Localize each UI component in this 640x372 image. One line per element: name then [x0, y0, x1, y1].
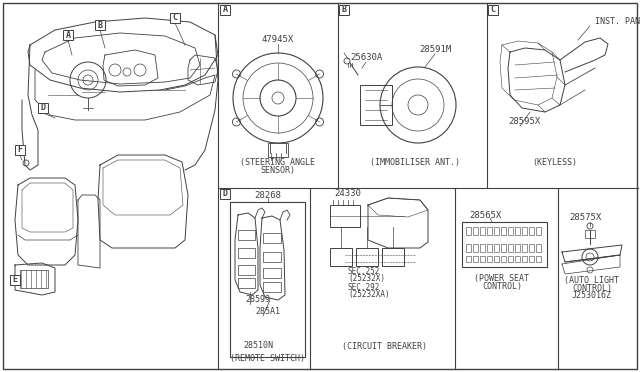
- Bar: [508, 256, 513, 262]
- Text: B: B: [342, 6, 346, 15]
- Bar: [220, 5, 230, 15]
- Bar: [238, 248, 255, 258]
- Bar: [360, 85, 392, 125]
- Bar: [522, 244, 527, 252]
- Text: 28591M: 28591M: [419, 45, 451, 55]
- Bar: [330, 248, 352, 266]
- Text: SEC.292: SEC.292: [348, 282, 380, 292]
- Bar: [238, 230, 255, 240]
- Bar: [466, 244, 471, 252]
- Bar: [462, 222, 547, 267]
- Text: C: C: [173, 13, 177, 22]
- Bar: [473, 227, 478, 235]
- Bar: [536, 256, 541, 262]
- Bar: [494, 256, 499, 262]
- Bar: [339, 5, 349, 15]
- Text: 28575X: 28575X: [569, 214, 601, 222]
- Text: 28510N: 28510N: [243, 340, 273, 350]
- Bar: [95, 20, 105, 30]
- Text: 28565X: 28565X: [469, 211, 501, 219]
- Text: (25232X): (25232X): [348, 275, 385, 283]
- Bar: [536, 244, 541, 252]
- Text: (CIRCUIT BREAKER): (CIRCUIT BREAKER): [342, 341, 428, 350]
- Bar: [330, 205, 360, 227]
- Text: (STEERING ANGLE: (STEERING ANGLE: [241, 157, 316, 167]
- Text: (REMOTE SWITCH): (REMOTE SWITCH): [230, 353, 305, 362]
- Text: CONTROL): CONTROL): [572, 283, 612, 292]
- Bar: [10, 275, 20, 285]
- Bar: [263, 233, 281, 243]
- Bar: [263, 268, 281, 278]
- Bar: [63, 30, 73, 40]
- Bar: [501, 244, 506, 252]
- Text: 24330: 24330: [335, 189, 362, 198]
- Bar: [473, 244, 478, 252]
- Bar: [508, 227, 513, 235]
- Bar: [480, 227, 485, 235]
- Text: SEC.252: SEC.252: [348, 267, 380, 276]
- Bar: [501, 256, 506, 262]
- Text: 28599: 28599: [245, 295, 270, 305]
- Text: E: E: [13, 276, 17, 285]
- Bar: [488, 5, 498, 15]
- Bar: [487, 227, 492, 235]
- Text: (25232XA): (25232XA): [348, 289, 390, 298]
- Text: 285A1: 285A1: [255, 308, 280, 317]
- Text: (POWER SEAT: (POWER SEAT: [474, 273, 529, 282]
- Text: (KEYLESS): (KEYLESS): [532, 157, 577, 167]
- Bar: [529, 256, 534, 262]
- Bar: [238, 278, 255, 288]
- Bar: [494, 244, 499, 252]
- Text: F: F: [17, 145, 22, 154]
- Bar: [15, 145, 25, 155]
- Bar: [220, 189, 230, 199]
- Text: 28268: 28268: [255, 190, 282, 199]
- Bar: [585, 230, 595, 238]
- Text: 28595X: 28595X: [508, 118, 540, 126]
- Bar: [522, 227, 527, 235]
- Bar: [494, 227, 499, 235]
- Text: 25630A: 25630A: [350, 54, 382, 62]
- Text: 47945X: 47945X: [262, 35, 294, 45]
- Bar: [230, 202, 305, 357]
- Bar: [536, 227, 541, 235]
- Bar: [529, 227, 534, 235]
- Bar: [501, 227, 506, 235]
- Bar: [487, 256, 492, 262]
- Bar: [38, 103, 48, 113]
- Text: D: D: [223, 189, 227, 199]
- Text: A: A: [223, 6, 227, 15]
- Bar: [20, 270, 48, 288]
- Bar: [170, 13, 180, 23]
- Bar: [263, 252, 281, 262]
- Text: (IMMOBILISER ANT.): (IMMOBILISER ANT.): [370, 157, 460, 167]
- Bar: [487, 244, 492, 252]
- Bar: [480, 256, 485, 262]
- Text: A: A: [65, 31, 70, 39]
- Text: D: D: [40, 103, 45, 112]
- Text: CONTROL): CONTROL): [482, 282, 522, 291]
- Bar: [515, 256, 520, 262]
- Bar: [529, 244, 534, 252]
- Bar: [382, 248, 404, 266]
- Bar: [466, 227, 471, 235]
- Bar: [238, 265, 255, 275]
- Text: B: B: [97, 20, 102, 29]
- Bar: [473, 256, 478, 262]
- Bar: [356, 248, 378, 266]
- Bar: [263, 282, 281, 292]
- Bar: [515, 227, 520, 235]
- Bar: [466, 256, 471, 262]
- Text: INST. PANEL: INST. PANEL: [595, 17, 640, 26]
- Bar: [268, 143, 288, 157]
- Bar: [522, 256, 527, 262]
- Text: C: C: [490, 6, 495, 15]
- Bar: [508, 244, 513, 252]
- Bar: [515, 244, 520, 252]
- Bar: [480, 244, 485, 252]
- Text: (AUTO LIGHT: (AUTO LIGHT: [564, 276, 620, 285]
- Text: SENSOR): SENSOR): [260, 166, 296, 174]
- Text: J253016Z: J253016Z: [572, 292, 612, 301]
